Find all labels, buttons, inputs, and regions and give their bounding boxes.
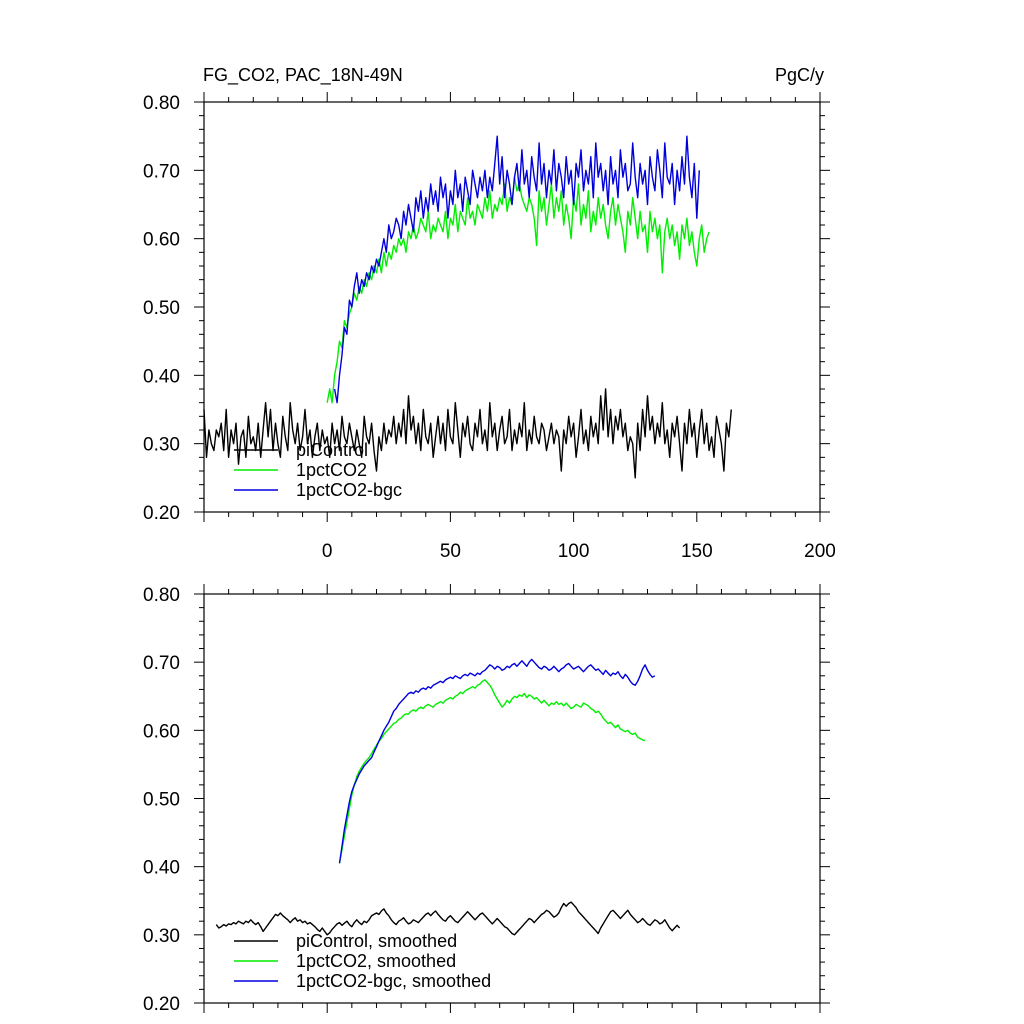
y-tick-label: 0.80 [143,585,180,606]
x-tick-label: 150 [681,541,713,562]
x-tick-label: 50 [440,541,461,562]
series-line-picontrol [203,388,732,479]
y-tick-label: 0.30 [143,435,180,456]
y-tick-label: 0.20 [143,503,180,524]
y-tick-label: 0.60 [143,230,180,251]
y-tick-label: 0.40 [143,858,180,879]
y-tick-label: 0.40 [143,366,180,387]
legend-label: piControl [296,440,368,460]
y-tick-label: 0.70 [143,161,180,182]
bottom-panel: 0.20 0.30 0.40 0.50 0.60 0.70 0.80 piControl, s… [143,584,830,1015]
y-tick-label: 0.60 [143,721,180,742]
legend-label: piControl, smoothed [296,931,457,951]
y-tick-label: 0.30 [143,926,180,947]
y-tick-label: 0.20 [143,994,180,1015]
series-line-picontrol-smoothed [215,901,681,936]
y-tick-label: 0.50 [143,790,180,811]
legend-label: 1pctCO2-bgc [296,480,402,500]
series-line-1pctco2-bgc-smoothed [338,658,656,864]
x-tick-label: 0 [322,541,333,562]
y-tick-label: 0.80 [143,93,180,114]
legend-label: 1pctCO2-bgc, smoothed [296,971,491,991]
series-line-1pctco2-smoothed [338,679,646,864]
series-line-1pctco2-bgc [333,135,700,404]
top-panel: 0.20 0.30 0.40 0.50 0.60 0.70 0.80 0 50 100 150 200… [143,92,836,562]
y-tick-label: 0.50 [143,298,180,319]
legend-label: 1pctCO2, smoothed [296,951,456,971]
chart-units: PgC/y [775,65,824,85]
legend-label: 1pctCO2 [296,460,367,480]
x-tick-label: 100 [558,541,590,562]
chart-title: FG_CO2, PAC_18N-49N [203,65,403,86]
x-tick-label: 200 [804,541,836,562]
series-line-1pctco2 [326,176,710,404]
y-tick-label: 0.70 [143,653,180,674]
